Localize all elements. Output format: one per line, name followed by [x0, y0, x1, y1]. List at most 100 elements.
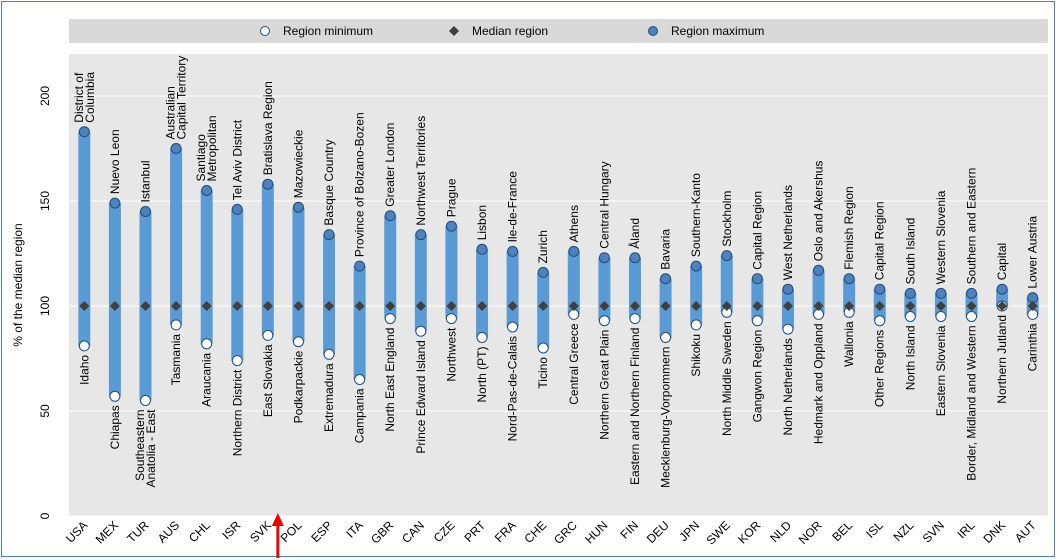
- max-point-hun: [598, 252, 610, 264]
- max-point-swe: [721, 250, 733, 262]
- max-label-mex: Nuevo Leon: [108, 129, 122, 194]
- median-point-cze: [446, 301, 457, 311]
- x-tick-label-aus: AUS: [155, 518, 182, 545]
- legend-label-median: Median region: [472, 24, 548, 38]
- max-label-isr: Tel Aviv District: [230, 119, 244, 200]
- max-point-pol: [292, 201, 304, 213]
- x-tick-label-mex: MEX: [93, 518, 121, 546]
- legend-background: [69, 19, 1048, 43]
- max-point-fin: [629, 252, 641, 264]
- max-label-grc: Athens: [567, 205, 581, 242]
- min-label-fin: Eastern and Northern Finland: [628, 328, 642, 485]
- max-label-swe: Stockholm: [720, 191, 734, 247]
- min-label-grc: Central Greece: [567, 323, 581, 405]
- median-point-nld: [782, 301, 793, 311]
- min-label-tur: SoutheasternAnatolia - East: [133, 409, 158, 488]
- max-point-fra: [507, 245, 519, 257]
- min-label-nld: North Netherlands: [781, 338, 795, 435]
- range-bar-nor: [812, 270, 825, 315]
- range-bar-isr: [231, 209, 244, 361]
- x-tick-label-hun: HUN: [582, 518, 610, 546]
- x-tick-label-aut: AUT: [1012, 518, 1039, 545]
- min-point-ita: [354, 374, 366, 385]
- min-label-gbr: North East England: [383, 328, 397, 432]
- min-label-hun: Northern Great Plain: [597, 330, 611, 440]
- min-point-kor: [751, 315, 763, 327]
- min-label-can: Prince Edward Island: [414, 340, 428, 453]
- range-bar-ita: [353, 266, 366, 380]
- range-bar-hun: [598, 257, 611, 321]
- max-label-dnk: Capital: [995, 243, 1009, 280]
- range-bar-grc: [567, 251, 580, 315]
- range-bar-gbr: [384, 215, 397, 319]
- x-tick-label-swe: SWE: [704, 518, 733, 547]
- legend-marker-max: [648, 26, 658, 36]
- max-label-ita: Province of Bolzano-Bozen: [353, 112, 367, 257]
- max-label-svn: Western Slovenia: [934, 190, 948, 284]
- median-point-deu: [660, 301, 671, 311]
- max-label-esp: Basque Country: [322, 140, 336, 226]
- range-bar-usa: [78, 131, 91, 346]
- x-tick-label-tur: TUR: [124, 518, 152, 546]
- max-label-aut: Lower Austria: [1026, 216, 1040, 289]
- min-point-mex: [109, 390, 121, 402]
- min-label-fra: Nord-Pas-de-Calais: [506, 336, 520, 441]
- max-point-esp: [323, 229, 335, 241]
- min-label-kor: Gangwon Region: [750, 330, 764, 423]
- max-label-deu: Bavaria: [659, 229, 673, 270]
- max-label-jpn: Southern-Kanto: [689, 173, 703, 257]
- range-bar-svk: [261, 184, 274, 336]
- max-label-nld: West Netherlands: [781, 185, 795, 280]
- max-label-chl: SantiagoMetropolitan: [194, 115, 219, 181]
- max-label-nor: Oslo and Akershus: [812, 161, 826, 262]
- max-label-fra: Ile-de-France: [506, 171, 520, 243]
- median-point-isl: [874, 301, 885, 311]
- max-label-prt: Lisbon: [475, 205, 489, 240]
- max-point-chl: [201, 185, 213, 196]
- range-bar-fra: [506, 251, 519, 327]
- max-label-aus: AustralianCapital Territory: [164, 56, 189, 140]
- max-point-gbr: [384, 210, 396, 222]
- min-label-bel: Wallonia: [842, 321, 856, 367]
- max-point-irl: [966, 287, 978, 299]
- min-point-fra: [507, 321, 519, 333]
- max-label-usa: District ofColumbia: [72, 72, 97, 123]
- max-label-nzl: South Island: [903, 218, 917, 285]
- min-point-svn: [935, 311, 947, 322]
- annotation-arrow-head: [271, 513, 284, 526]
- median-point-aus: [171, 301, 182, 311]
- median-point-can: [415, 301, 426, 311]
- min-point-esp: [323, 348, 335, 360]
- min-label-isl: Other Regions: [873, 330, 887, 407]
- max-point-jpn: [690, 260, 702, 272]
- max-point-nor: [813, 264, 825, 276]
- y-axis-label: % of the median region: [11, 223, 25, 346]
- min-point-prt: [476, 332, 488, 343]
- median-point-pol: [293, 301, 304, 311]
- median-point-nor: [813, 301, 824, 311]
- min-label-irl: Border, Midland and Western: [965, 326, 979, 481]
- max-point-grc: [568, 245, 580, 257]
- range-bar-kor: [751, 278, 764, 321]
- y-tick-label-50: 50: [38, 404, 52, 418]
- x-tick-label-bel: BEL: [829, 518, 855, 544]
- min-label-svn: Eastern Slovenia: [934, 325, 948, 416]
- min-label-aut: Carinthia: [1026, 323, 1040, 371]
- median-point-svk: [262, 301, 273, 311]
- max-label-hun: Central Hungary: [597, 161, 611, 248]
- min-point-gbr: [384, 313, 396, 325]
- max-point-che: [537, 266, 549, 278]
- min-label-swe: North Middle Sweden: [720, 321, 734, 436]
- median-point-prt: [477, 301, 488, 311]
- x-tick-label-deu: DEU: [644, 518, 672, 546]
- min-point-deu: [660, 332, 672, 343]
- max-point-cze: [445, 220, 457, 232]
- min-label-mex: Chiapas: [108, 405, 122, 449]
- min-label-ita: Campania: [353, 388, 367, 443]
- min-label-cze: Northwest: [444, 327, 458, 382]
- max-point-can: [415, 229, 427, 241]
- median-point-mex: [109, 301, 120, 311]
- legend-marker-median: [449, 26, 459, 36]
- legend-marker-min: [260, 26, 270, 36]
- y-tick-label-150: 150: [38, 191, 52, 211]
